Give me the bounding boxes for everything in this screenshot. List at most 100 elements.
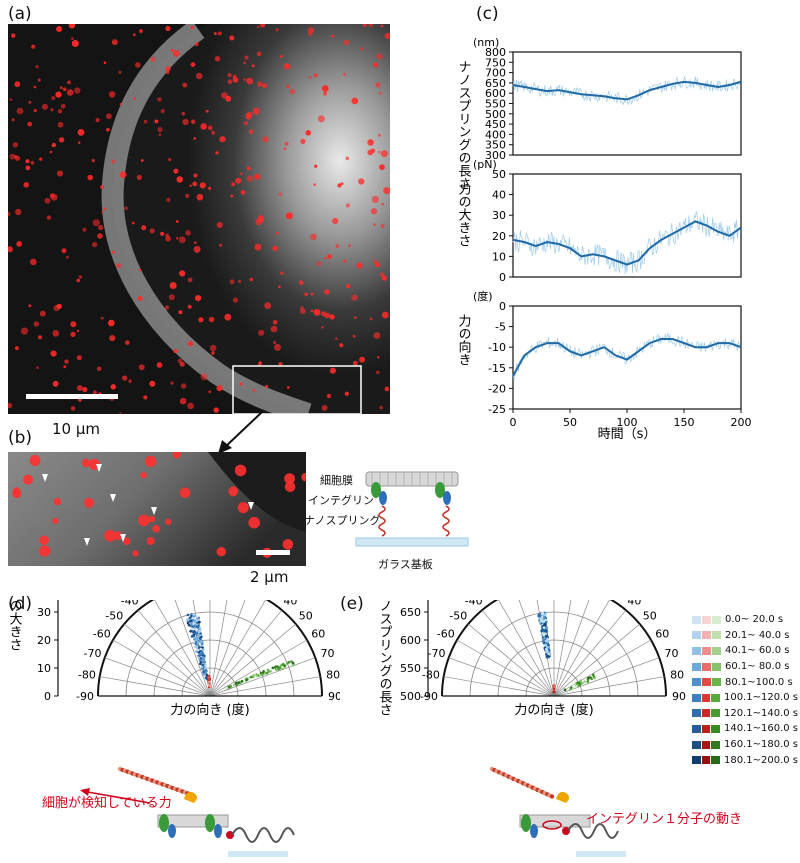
red-spot: [329, 314, 335, 320]
red-spot: [375, 82, 381, 88]
red-spot: [283, 147, 287, 151]
legend-entry: 160.1~180.0 s: [692, 737, 798, 753]
red-spot: [56, 303, 62, 309]
red-spot: [15, 346, 19, 351]
legend-swatch-red: [702, 662, 711, 671]
red-spot: [119, 412, 122, 415]
red-spot: [16, 241, 23, 247]
red-spot: [149, 228, 155, 234]
data-point: [200, 665, 204, 669]
red-spot: [381, 203, 384, 206]
red-spot: [105, 113, 112, 120]
red-spot: [133, 97, 137, 101]
unit-label: (度): [473, 289, 493, 303]
data-point: [542, 638, 545, 642]
red-spot: [59, 86, 63, 90]
red-spot: [181, 112, 185, 116]
red-spot: [61, 248, 67, 254]
red-spot: [259, 22, 265, 28]
polar-spoke: [209, 657, 316, 697]
polar-chart-e: -90-80-70-60-50-40-30-20-100102030405060…: [377, 600, 686, 718]
red-spot: [100, 316, 104, 320]
legend-swatch-green: [712, 662, 721, 671]
legend-swatch-green: [712, 678, 721, 687]
red-spot: [243, 121, 249, 126]
radial-tick-label: 10: [37, 662, 51, 675]
red-spot: [248, 516, 260, 529]
red-spot: [308, 75, 312, 79]
red-spot: [198, 317, 204, 323]
actin-bead: [549, 794, 555, 799]
polar-spoke: [123, 623, 211, 697]
data-point: [571, 686, 575, 690]
red-spot: [227, 79, 233, 85]
red-spot: [208, 390, 212, 394]
red-spot: [33, 108, 37, 113]
red-spot: [252, 107, 260, 115]
polar-spoke: [209, 609, 283, 697]
red-spot: [346, 284, 351, 289]
red-spot: [92, 390, 97, 395]
legend-swatch-red: [702, 615, 711, 624]
red-spot: [237, 502, 249, 514]
red-spot: [176, 176, 183, 183]
red-spot: [289, 88, 296, 95]
red-spot: [57, 121, 64, 128]
red-spot: [305, 130, 312, 136]
red-spot: [262, 83, 268, 89]
data-point: [208, 684, 211, 688]
red-spot: [384, 32, 391, 39]
data-point: [543, 615, 546, 619]
red-spot: [383, 187, 391, 195]
red-spot: [324, 289, 330, 295]
red-spot: [227, 73, 232, 78]
red-spot: [100, 185, 104, 190]
data-point: [225, 686, 229, 690]
raw-trace: [512, 332, 741, 381]
polar-spoke: [209, 600, 266, 697]
red-spot: [240, 190, 246, 195]
legend-entry: 60.1~ 80.0 s: [692, 659, 798, 675]
polar-spoke: [553, 623, 641, 697]
red-spot: [254, 173, 261, 180]
red-spot: [211, 351, 215, 355]
red-spot: [56, 170, 64, 177]
legend-swatch-blue: [692, 756, 701, 765]
red-spot: [251, 64, 255, 68]
y-tick-label: 500: [485, 108, 506, 121]
arrowheads: [42, 464, 254, 546]
y-axis-label: 力の大きさ: [456, 182, 472, 247]
red-spot: [97, 233, 103, 239]
polar-outer-arc: [97, 600, 323, 697]
red-spot: [109, 335, 116, 342]
angle-tick-label: -90: [76, 690, 94, 703]
red-spot: [81, 458, 91, 468]
red-spot: [23, 474, 34, 485]
red-spot: [213, 407, 219, 413]
red-spot: [51, 96, 56, 101]
red-spot: [378, 91, 382, 95]
data-point: [187, 623, 191, 627]
red-spot: [170, 381, 174, 385]
polar-spoke: [553, 600, 572, 697]
red-spot: [316, 261, 322, 267]
y-tick-label: -25: [488, 403, 506, 416]
red-spot: [229, 35, 235, 41]
data-point: [190, 612, 193, 616]
red-spot: [373, 332, 381, 339]
red-spot: [380, 24, 384, 28]
red-spot: [118, 70, 122, 74]
red-spot: [128, 379, 132, 383]
red-spot: [168, 294, 175, 301]
red-spot: [12, 142, 19, 148]
micrograph-b-image: [8, 450, 310, 566]
red-spot: [46, 215, 52, 220]
data-point: [552, 690, 556, 694]
red-spot: [63, 365, 67, 369]
red-spot: [304, 292, 308, 296]
red-spot: [187, 277, 193, 283]
red-spot: [170, 48, 174, 52]
angle-tick-label: 80: [670, 668, 684, 681]
red-spot: [256, 81, 263, 87]
data-point: [191, 618, 195, 622]
